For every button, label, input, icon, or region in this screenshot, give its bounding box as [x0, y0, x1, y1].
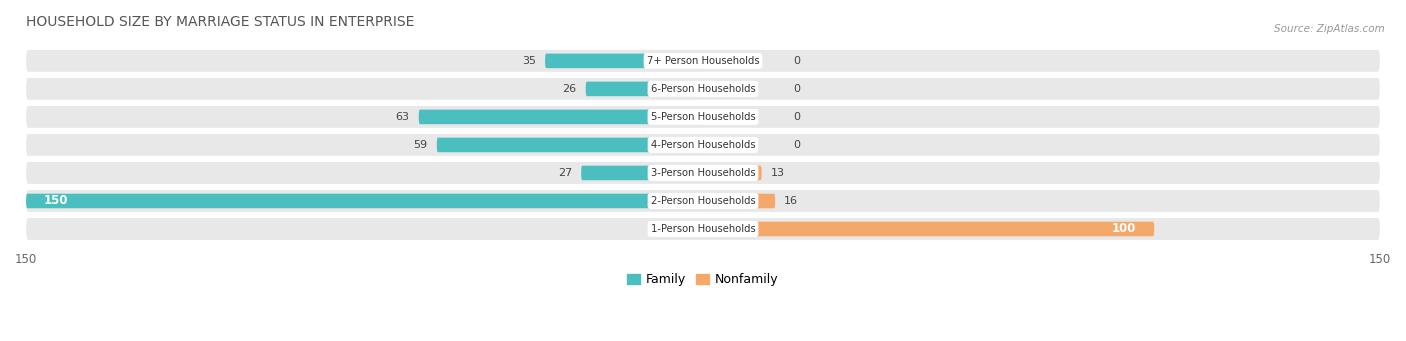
- FancyBboxPatch shape: [27, 162, 1379, 184]
- Text: 0: 0: [793, 112, 800, 122]
- Text: 26: 26: [562, 84, 576, 94]
- Text: 100: 100: [1112, 222, 1136, 236]
- FancyBboxPatch shape: [437, 138, 703, 152]
- Text: 1-Person Households: 1-Person Households: [651, 224, 755, 234]
- Text: 0: 0: [793, 140, 800, 150]
- FancyBboxPatch shape: [27, 218, 1379, 240]
- FancyBboxPatch shape: [581, 166, 703, 180]
- Text: 0: 0: [793, 56, 800, 66]
- Text: 3-Person Households: 3-Person Households: [651, 168, 755, 178]
- FancyBboxPatch shape: [703, 194, 775, 208]
- Text: 13: 13: [770, 168, 785, 178]
- Text: 27: 27: [558, 168, 572, 178]
- Text: 63: 63: [395, 112, 409, 122]
- FancyBboxPatch shape: [27, 50, 1379, 72]
- FancyBboxPatch shape: [27, 134, 1379, 156]
- FancyBboxPatch shape: [27, 78, 1379, 100]
- Text: 35: 35: [522, 56, 536, 66]
- Text: Source: ZipAtlas.com: Source: ZipAtlas.com: [1274, 24, 1385, 34]
- Legend: Family, Nonfamily: Family, Nonfamily: [627, 273, 779, 286]
- Text: HOUSEHOLD SIZE BY MARRIAGE STATUS IN ENTERPRISE: HOUSEHOLD SIZE BY MARRIAGE STATUS IN ENT…: [27, 15, 415, 29]
- Text: 0: 0: [793, 84, 800, 94]
- FancyBboxPatch shape: [703, 166, 762, 180]
- FancyBboxPatch shape: [27, 190, 1379, 212]
- Text: 7+ Person Households: 7+ Person Households: [647, 56, 759, 66]
- FancyBboxPatch shape: [27, 194, 703, 208]
- Text: 59: 59: [413, 140, 427, 150]
- Text: 6-Person Households: 6-Person Households: [651, 84, 755, 94]
- Text: 4-Person Households: 4-Person Households: [651, 140, 755, 150]
- FancyBboxPatch shape: [546, 54, 703, 68]
- Text: 2-Person Households: 2-Person Households: [651, 196, 755, 206]
- FancyBboxPatch shape: [703, 222, 1154, 236]
- FancyBboxPatch shape: [27, 106, 1379, 128]
- Text: 16: 16: [785, 196, 799, 206]
- Text: 5-Person Households: 5-Person Households: [651, 112, 755, 122]
- FancyBboxPatch shape: [419, 110, 703, 124]
- Text: 150: 150: [44, 194, 69, 207]
- FancyBboxPatch shape: [586, 81, 703, 96]
